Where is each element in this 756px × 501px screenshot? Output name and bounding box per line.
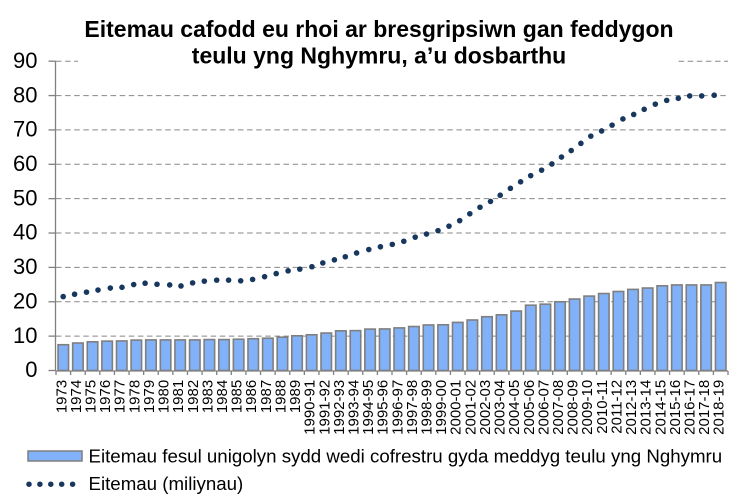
svg-text:1987: 1987 [258,380,275,413]
svg-text:1976: 1976 [97,380,114,413]
svg-text:1988: 1988 [272,380,289,413]
svg-text:1993-94: 1993-94 [345,380,362,435]
svg-text:2003-04: 2003-04 [492,380,509,435]
svg-text:1996-97: 1996-97 [389,380,406,435]
svg-text:1986: 1986 [243,380,260,413]
svg-text:1981: 1981 [170,380,187,413]
svg-text:60: 60 [13,151,37,176]
svg-text:2016-17: 2016-17 [681,380,698,435]
svg-text:teulu yng Nghymru, a’u dosbart: teulu yng Nghymru, a’u dosbarthu [192,42,566,68]
svg-text:1979: 1979 [141,380,158,413]
svg-text:1984: 1984 [214,380,231,413]
svg-text:2014-15: 2014-15 [652,380,669,435]
svg-text:2001-02: 2001-02 [462,380,479,435]
svg-text:2008-09: 2008-09 [565,380,582,435]
svg-text:2009-10: 2009-10 [579,380,596,435]
svg-text:70: 70 [13,117,37,142]
svg-text:2015-16: 2015-16 [667,380,684,435]
svg-text:2018-19: 2018-19 [711,380,728,435]
svg-text:2002-03: 2002-03 [477,380,494,435]
svg-text:1999-00: 1999-00 [433,380,450,435]
svg-text:1990-91: 1990-91 [302,380,319,435]
svg-text:1998-99: 1998-99 [419,380,436,435]
svg-text:2004-05: 2004-05 [506,380,523,435]
svg-text:10: 10 [13,323,37,348]
svg-text:1975: 1975 [83,380,100,413]
svg-text:2000-01: 2000-01 [448,380,465,435]
svg-text:2005-06: 2005-06 [521,380,538,435]
svg-text:1991-92: 1991-92 [316,380,333,435]
svg-text:0: 0 [25,357,37,382]
svg-text:80: 80 [13,82,37,107]
svg-text:20: 20 [13,288,37,313]
svg-text:2010-11: 2010-11 [594,380,611,434]
svg-text:1977: 1977 [112,380,129,413]
svg-text:2011-12: 2011-12 [608,380,625,434]
svg-text:1973: 1973 [53,380,70,413]
svg-text:Eitemau cafodd eu rhoi ar bres: Eitemau cafodd eu rhoi ar bresgripsiwn g… [84,16,673,42]
svg-text:1982: 1982 [185,380,202,413]
svg-text:1997-98: 1997-98 [404,380,421,435]
svg-text:2006-07: 2006-07 [535,380,552,435]
svg-text:50: 50 [13,185,37,210]
svg-text:Eitemau fesul unigolyn sydd we: Eitemau fesul unigolyn sydd wedi cofrest… [89,445,723,466]
svg-text:1978: 1978 [126,380,143,413]
svg-text:1980: 1980 [156,380,173,413]
svg-text:90: 90 [13,48,37,73]
svg-text:1995-96: 1995-96 [375,380,392,435]
svg-text:1989: 1989 [287,380,304,413]
svg-text:2007-08: 2007-08 [550,380,567,435]
svg-text:1994-95: 1994-95 [360,380,377,435]
svg-text:1974: 1974 [68,380,85,413]
svg-text:1985: 1985 [229,380,246,413]
svg-text:2012-13: 2012-13 [623,380,640,435]
svg-text:2017-18: 2017-18 [696,380,713,435]
svg-text:Eitemau (miliynau): Eitemau (miliynau) [89,473,244,494]
svg-text:2013-14: 2013-14 [638,380,655,435]
svg-text:1992-93: 1992-93 [331,380,348,435]
svg-text:1983: 1983 [199,380,216,413]
svg-text:30: 30 [13,254,37,279]
svg-text:40: 40 [13,220,37,245]
